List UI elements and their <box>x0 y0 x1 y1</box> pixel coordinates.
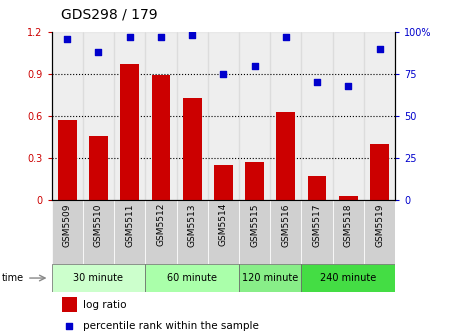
Bar <box>183 98 202 200</box>
Bar <box>277 112 295 200</box>
Bar <box>301 264 395 292</box>
Point <box>282 34 290 40</box>
Text: GDS298 / 179: GDS298 / 179 <box>61 8 157 22</box>
Bar <box>208 200 239 264</box>
Bar <box>62 297 77 312</box>
Point <box>345 83 352 88</box>
Bar <box>114 200 145 264</box>
Text: GSM5509: GSM5509 <box>63 203 72 247</box>
Text: 120 minute: 120 minute <box>242 273 298 283</box>
Bar <box>176 32 208 200</box>
Bar <box>83 32 114 200</box>
Text: 60 minute: 60 minute <box>167 273 217 283</box>
Bar <box>239 200 270 264</box>
Bar <box>364 200 395 264</box>
Bar <box>89 135 108 200</box>
Bar <box>214 165 233 200</box>
Bar <box>370 144 389 200</box>
Bar <box>208 32 239 200</box>
Bar <box>52 264 145 292</box>
Point <box>64 36 71 41</box>
Bar <box>145 264 239 292</box>
Bar <box>52 200 83 264</box>
Bar <box>270 200 301 264</box>
Bar <box>333 200 364 264</box>
Point <box>313 80 321 85</box>
Text: percentile rank within the sample: percentile rank within the sample <box>83 322 259 331</box>
Text: GSM5510: GSM5510 <box>94 203 103 247</box>
Text: GSM5519: GSM5519 <box>375 203 384 247</box>
Text: GSM5512: GSM5512 <box>156 203 165 247</box>
Point <box>126 34 133 40</box>
Text: GSM5518: GSM5518 <box>344 203 353 247</box>
Text: GSM5514: GSM5514 <box>219 203 228 247</box>
Bar <box>333 32 364 200</box>
Bar <box>114 32 145 200</box>
Text: 240 minute: 240 minute <box>320 273 376 283</box>
Bar <box>239 32 270 200</box>
Bar <box>145 32 176 200</box>
Bar <box>58 120 77 200</box>
Text: time: time <box>2 273 24 283</box>
Point <box>251 63 258 68</box>
Bar <box>301 32 333 200</box>
Text: 30 minute: 30 minute <box>74 273 123 283</box>
Point <box>157 34 164 40</box>
Bar <box>270 32 301 200</box>
Bar <box>245 162 264 200</box>
Point <box>95 49 102 55</box>
Bar <box>239 264 301 292</box>
Text: GSM5517: GSM5517 <box>313 203 321 247</box>
Bar <box>364 32 395 200</box>
Bar <box>120 64 139 200</box>
Text: GSM5516: GSM5516 <box>282 203 291 247</box>
Text: log ratio: log ratio <box>83 300 126 309</box>
Bar <box>308 176 326 200</box>
Bar <box>152 75 170 200</box>
Bar <box>83 200 114 264</box>
Bar <box>145 200 176 264</box>
Point <box>66 324 73 329</box>
Point <box>220 71 227 77</box>
Point <box>189 33 196 38</box>
Text: GSM5513: GSM5513 <box>188 203 197 247</box>
Bar <box>52 32 83 200</box>
Bar <box>176 200 208 264</box>
Bar <box>301 200 333 264</box>
Text: GSM5515: GSM5515 <box>250 203 259 247</box>
Point <box>376 46 383 51</box>
Bar <box>339 196 358 200</box>
Text: GSM5511: GSM5511 <box>125 203 134 247</box>
